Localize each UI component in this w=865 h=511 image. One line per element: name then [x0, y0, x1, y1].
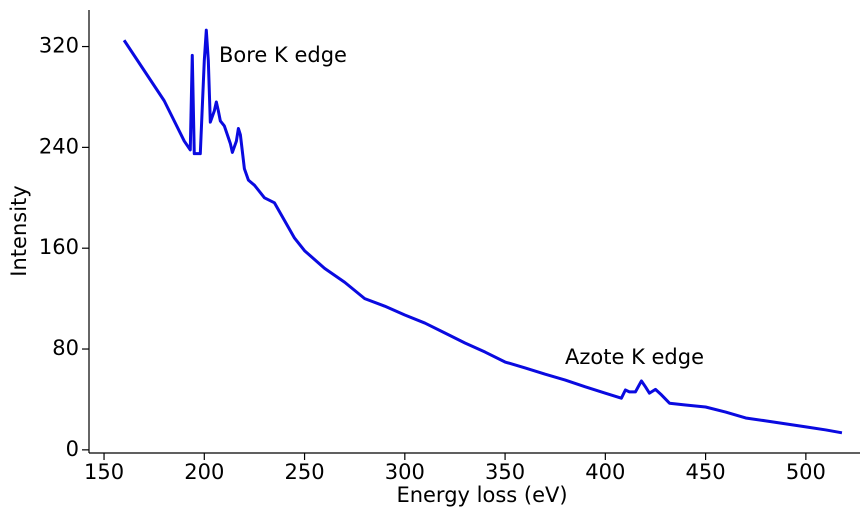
y-tick-label: 80 — [52, 336, 79, 360]
x-tick-label: 500 — [786, 460, 826, 484]
y-tick-label: 160 — [39, 235, 79, 259]
x-tick-label: 400 — [585, 460, 625, 484]
x-tick-label: 150 — [84, 460, 124, 484]
annotation: Bore K edge — [219, 43, 347, 67]
x-tick-label: 450 — [686, 460, 726, 484]
annotation: Azote K edge — [565, 345, 704, 369]
line — [122, 28, 843, 435]
x-tick-label: 250 — [285, 460, 325, 484]
y-axis-label: Intensity — [7, 185, 31, 276]
x-tick-label: 200 — [184, 460, 224, 484]
x-axis-label: Energy loss (eV) — [396, 483, 567, 507]
y-tick-label: 0 — [66, 437, 79, 461]
y-tick-label: 240 — [39, 134, 79, 158]
x-tick-label: 350 — [485, 460, 525, 484]
x-tick-label: 300 — [385, 460, 425, 484]
y-tick-label: 320 — [39, 34, 79, 58]
